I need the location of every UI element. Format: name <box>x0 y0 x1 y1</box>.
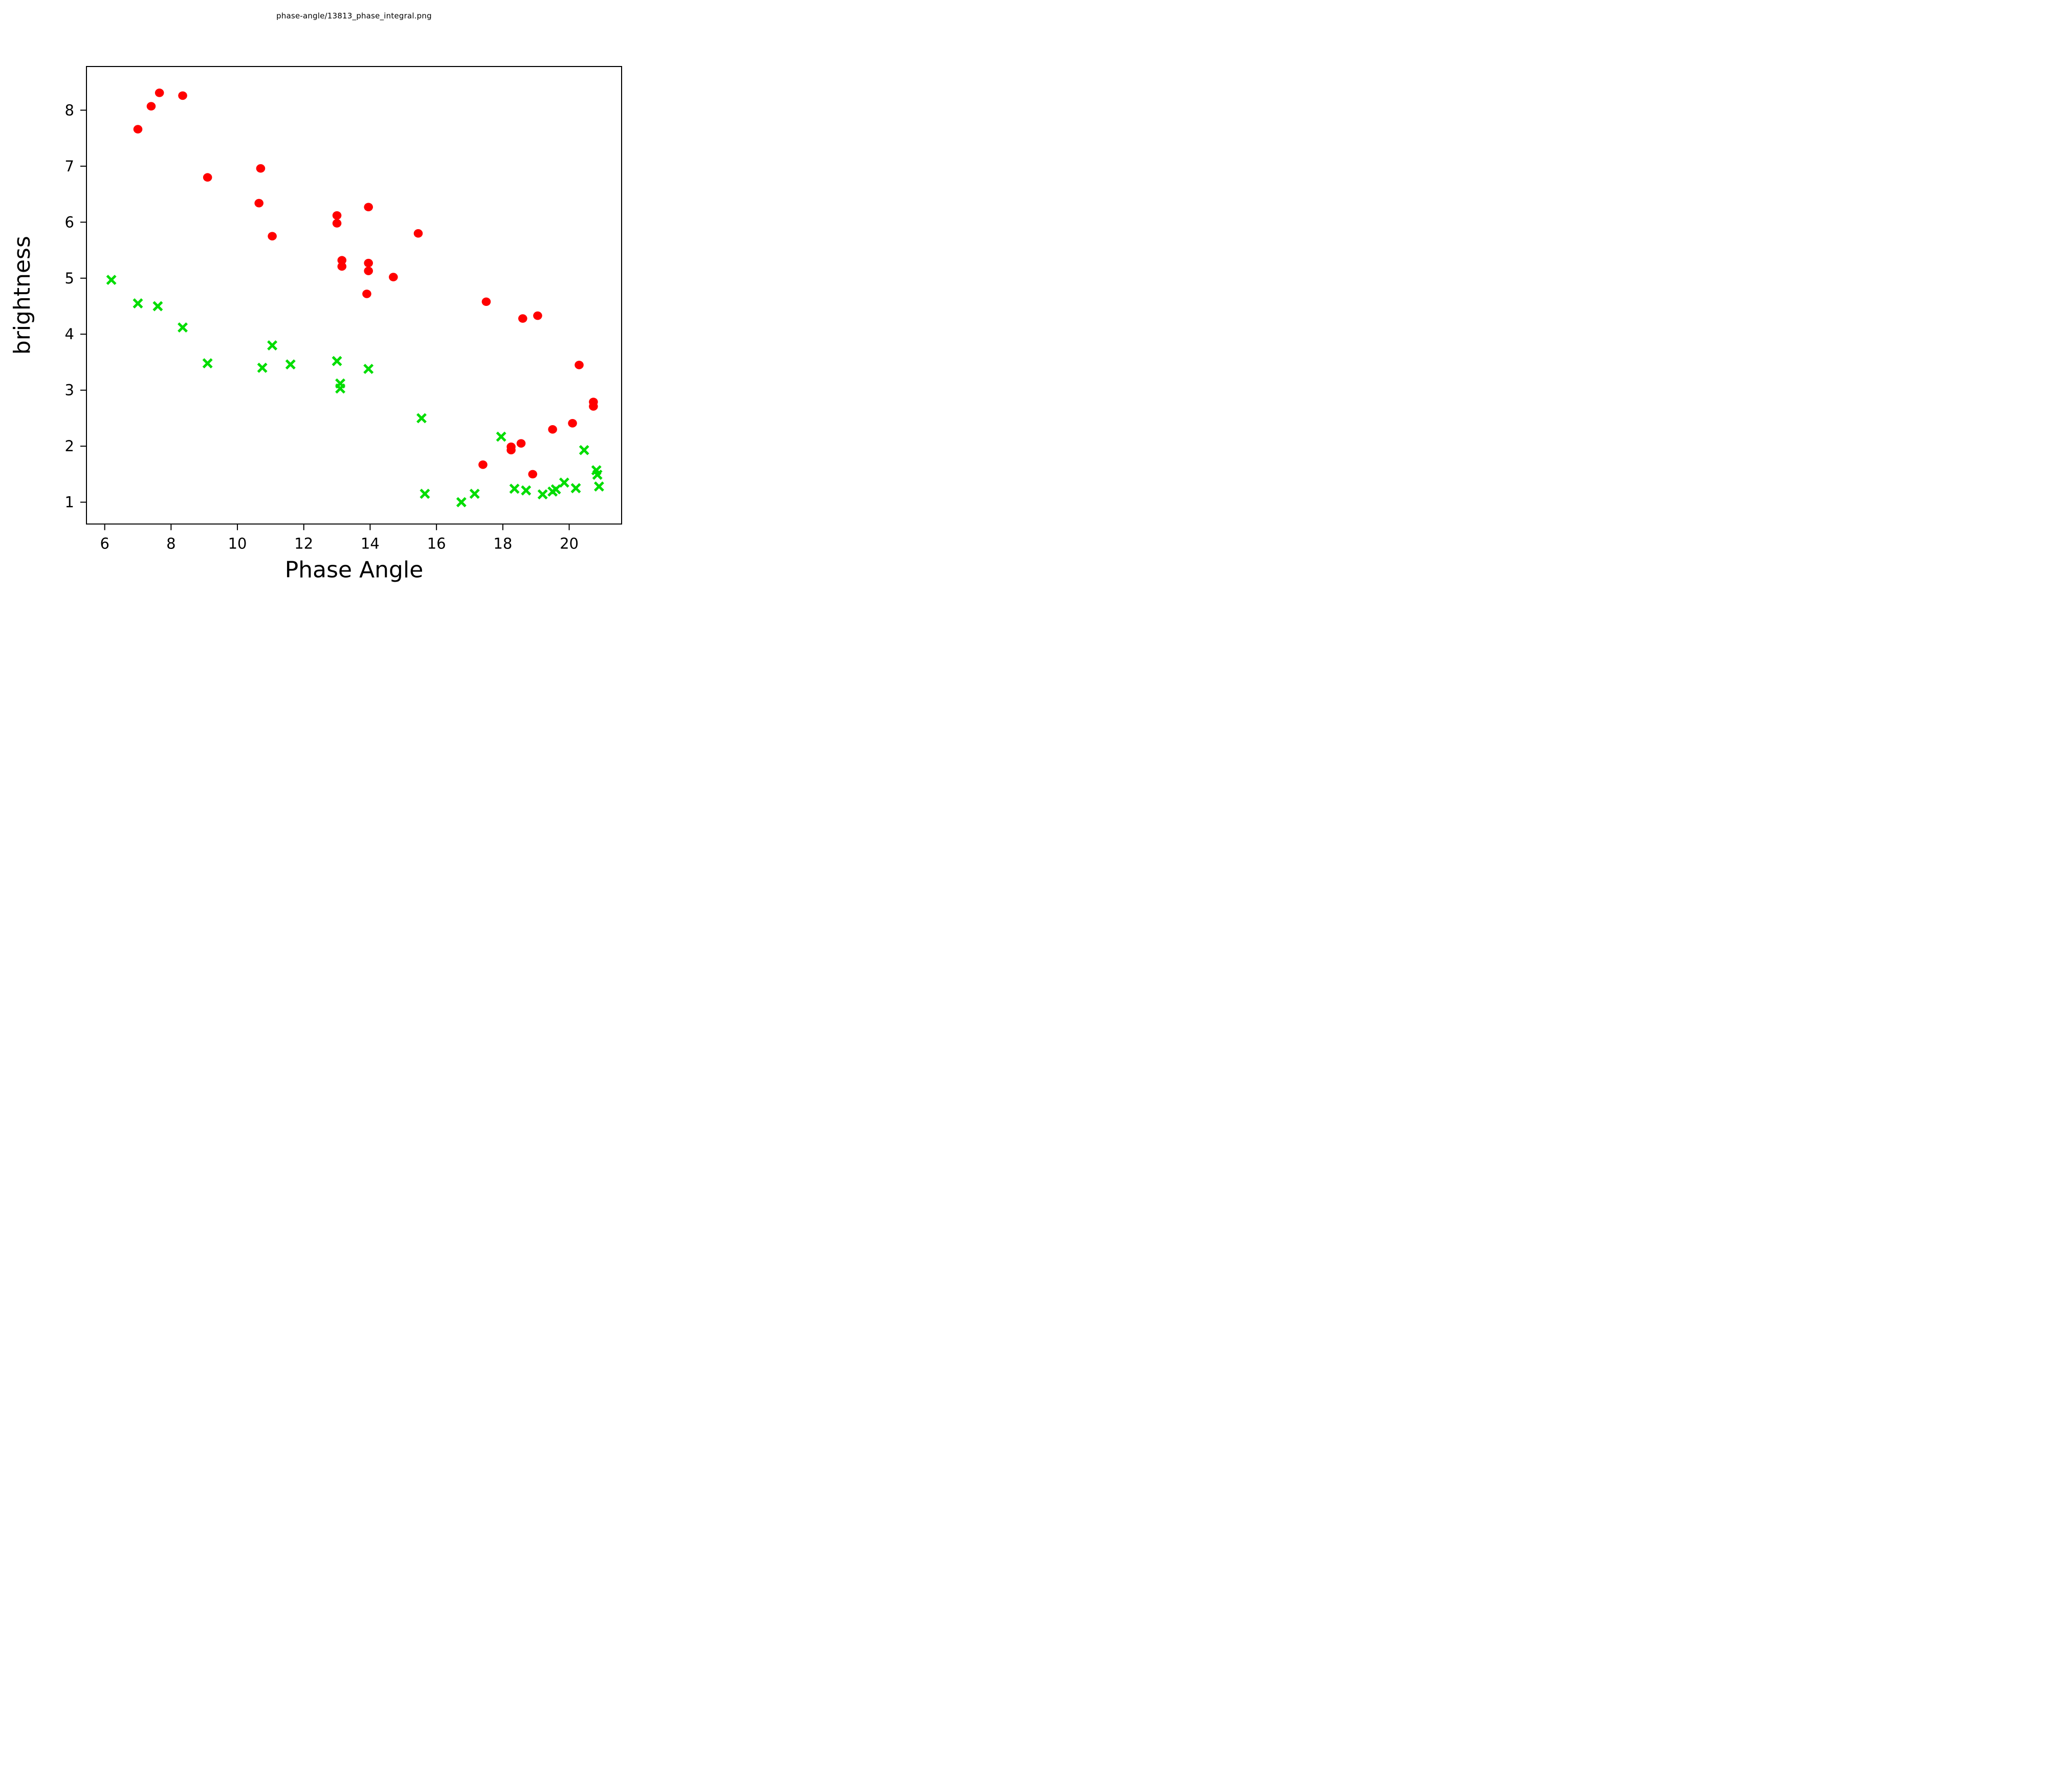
data-point-red-dots <box>362 290 371 298</box>
x-tick-label: 14 <box>361 535 380 552</box>
data-point-red-dots <box>364 258 373 268</box>
figure: phase-angle/13813_phase_integral.png 6 8 1… <box>0 0 691 588</box>
data-point-red-dots <box>332 219 342 228</box>
y-axis-label: brightness <box>9 236 35 355</box>
data-point-red-dots <box>506 446 516 455</box>
data-point-green-crosses <box>592 470 603 480</box>
data-point-green-crosses <box>267 340 278 351</box>
data-point-red-dots <box>481 297 491 306</box>
data-point-red-dots <box>254 198 264 208</box>
y-tick-label: 5 <box>65 270 74 287</box>
data-point-red-dots <box>589 402 598 411</box>
data-point-red-dots <box>256 164 266 173</box>
data-point-green-crosses <box>133 298 143 308</box>
data-point-green-crosses <box>285 359 296 370</box>
data-point-red-dots <box>203 173 212 182</box>
data-point-red-dots <box>364 203 373 212</box>
data-point-green-crosses <box>537 489 548 500</box>
data-point-green-crosses <box>106 275 117 285</box>
x-tick-label: 12 <box>294 535 313 552</box>
data-point-green-crosses <box>496 431 506 442</box>
x-tick-label: 18 <box>493 535 512 552</box>
data-point-red-dots <box>337 262 347 271</box>
figure-title: phase-angle/13813_phase_integral.png <box>276 11 432 20</box>
data-point-red-dots <box>548 425 557 434</box>
data-point-green-crosses <box>579 445 589 455</box>
data-point-green-crosses <box>521 485 532 496</box>
y-tick-label: 6 <box>65 213 74 231</box>
data-point-red-dots <box>528 470 538 479</box>
y-tick-label: 4 <box>65 325 74 343</box>
data-point-red-dots <box>337 256 347 265</box>
data-point-green-crosses <box>509 483 520 494</box>
x-tick-label: 8 <box>166 535 175 552</box>
data-point-green-crosses <box>550 484 561 495</box>
x-tick-label: 20 <box>560 535 579 552</box>
data-point-red-dots <box>568 418 577 428</box>
data-point-green-crosses <box>363 364 374 374</box>
data-point-red-dots <box>575 361 584 369</box>
y-tick-label: 7 <box>65 158 74 175</box>
data-point-red-dots <box>268 232 277 240</box>
data-point-red-dots <box>155 89 164 97</box>
data-point-red-dots <box>516 439 526 448</box>
x-tick-label: 16 <box>427 535 446 552</box>
data-point-green-crosses <box>416 413 427 424</box>
data-point-red-dots <box>332 211 342 220</box>
data-point-green-crosses <box>593 481 604 492</box>
data-point-red-dots <box>518 314 527 323</box>
data-point-green-crosses <box>420 489 430 499</box>
x-axis-label: Phase Angle <box>285 557 424 583</box>
data-point-green-crosses <box>202 358 213 369</box>
data-point-green-crosses <box>178 322 188 333</box>
data-point-green-crosses <box>257 362 268 373</box>
data-point-red-dots <box>533 311 542 320</box>
data-point-red-dots <box>413 229 423 238</box>
data-point-red-dots <box>178 91 187 100</box>
data-point-green-crosses <box>152 301 163 312</box>
data-point-red-dots <box>133 125 143 134</box>
axes-frame <box>86 66 622 525</box>
data-point-green-crosses <box>570 483 581 494</box>
data-point-green-crosses <box>335 383 346 394</box>
y-tick-label: 8 <box>65 101 74 119</box>
x-tick-label: 6 <box>100 535 109 552</box>
data-point-green-crosses <box>469 489 480 499</box>
y-tick-label: 1 <box>65 494 74 511</box>
data-point-green-crosses <box>332 356 342 366</box>
data-point-red-dots <box>146 102 156 111</box>
data-point-red-dots <box>478 460 488 469</box>
y-tick-label: 3 <box>65 382 74 399</box>
data-point-green-crosses <box>559 477 569 488</box>
data-point-red-dots <box>389 273 398 281</box>
y-tick-label: 2 <box>65 437 74 455</box>
x-tick-label: 10 <box>228 535 247 552</box>
data-point-green-crosses <box>456 497 467 508</box>
data-point-red-dots <box>364 267 373 275</box>
